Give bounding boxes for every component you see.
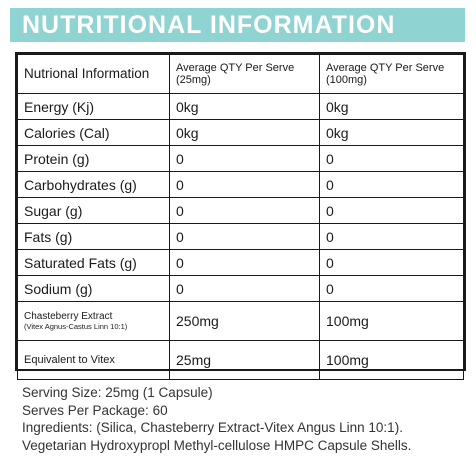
ingredients-text: Ingredients: (Silica, Chasteberry Extrac… [22, 420, 403, 435]
row-value-100mg: 0 [319, 197, 464, 224]
row-value-25mg: 0 [169, 275, 320, 302]
header-label: Nutrional Information [17, 54, 170, 94]
row-value-100mg: 0 [319, 145, 464, 172]
row-label: Chasteberry Extract (Vitex Agnus-Castus … [17, 301, 170, 341]
table-row: Equivalent to Vitex 25mg 100mg [17, 340, 464, 380]
row-label: Equivalent to Vitex [17, 340, 170, 380]
row-label: Saturated Fats (g) [17, 249, 170, 276]
row-value-100mg: 0 [319, 223, 464, 250]
row-value-25mg: 0 [169, 223, 320, 250]
row-value-25mg: 25mg [169, 340, 320, 380]
row-value-100mg: 0 [319, 249, 464, 276]
serving-size-text: Serving Size: 25mg (1 Capsule) [22, 385, 213, 400]
row-value-100mg: 0kg [319, 119, 464, 146]
row-value-25mg: 250mg [169, 301, 320, 341]
row-value-25mg: 0kg [169, 119, 320, 146]
row-value-25mg: 0kg [169, 93, 320, 120]
row-label: Sugar (g) [17, 197, 170, 224]
row-value-100mg: 0 [319, 275, 464, 302]
row-label: Carbohydrates (g) [17, 171, 170, 198]
nutrition-table: Nutrional Information Average QTY Per Se… [15, 52, 466, 380]
row-label: Energy (Kj) [17, 93, 170, 120]
table-row: Energy (Kj) 0kg 0kg [17, 93, 464, 120]
row-value-100mg: 100mg [319, 301, 464, 341]
product-notes: Serving Size: 25mg (1 Capsule) Serves Pe… [22, 384, 472, 454]
title-banner: NUTRITIONAL INFORMATION [10, 8, 465, 42]
row-label-main: Chasteberry Extract [24, 310, 113, 322]
row-label: Protein (g) [17, 145, 170, 172]
table-row: Saturated Fats (g) 0 0 [17, 249, 464, 276]
header-col-100mg: Average QTY Per Serve (100mg) [319, 54, 464, 94]
table-row: Sodium (g) 0 0 [17, 275, 464, 302]
header-col-25mg: Average QTY Per Serve (25mg) [169, 54, 320, 94]
table-row: Sugar (g) 0 0 [17, 197, 464, 224]
capsule-text: Vegetarian Hydroxypropl Methyl-cellulose… [22, 437, 412, 453]
row-value-100mg: 0kg [319, 93, 464, 120]
row-value-25mg: 0 [169, 171, 320, 198]
row-label: Fats (g) [17, 223, 170, 250]
table-row: Fats (g) 0 0 [17, 223, 464, 250]
row-value-100mg: 100mg [319, 340, 464, 380]
row-value-25mg: 0 [169, 249, 320, 276]
row-value-100mg: 0 [319, 171, 464, 198]
row-value-25mg: 0 [169, 197, 320, 224]
row-label-sub: (Vitex Agnus-Castus Linn 10:1) [24, 321, 128, 331]
row-value-25mg: 0 [169, 145, 320, 172]
table-row: Carbohydrates (g) 0 0 [17, 171, 464, 198]
table-row: Calories (Cal) 0kg 0kg [17, 119, 464, 146]
page-title: NUTRITIONAL INFORMATION [22, 10, 396, 39]
row-label: Sodium (g) [17, 275, 170, 302]
table-header-row: Nutrional Information Average QTY Per Se… [17, 54, 464, 94]
table-row: Protein (g) 0 0 [17, 145, 464, 172]
row-label: Calories (Cal) [17, 119, 170, 146]
table-row: Chasteberry Extract (Vitex Agnus-Castus … [17, 301, 464, 341]
serves-per-package-text: Serves Per Package: 60 [22, 402, 168, 418]
